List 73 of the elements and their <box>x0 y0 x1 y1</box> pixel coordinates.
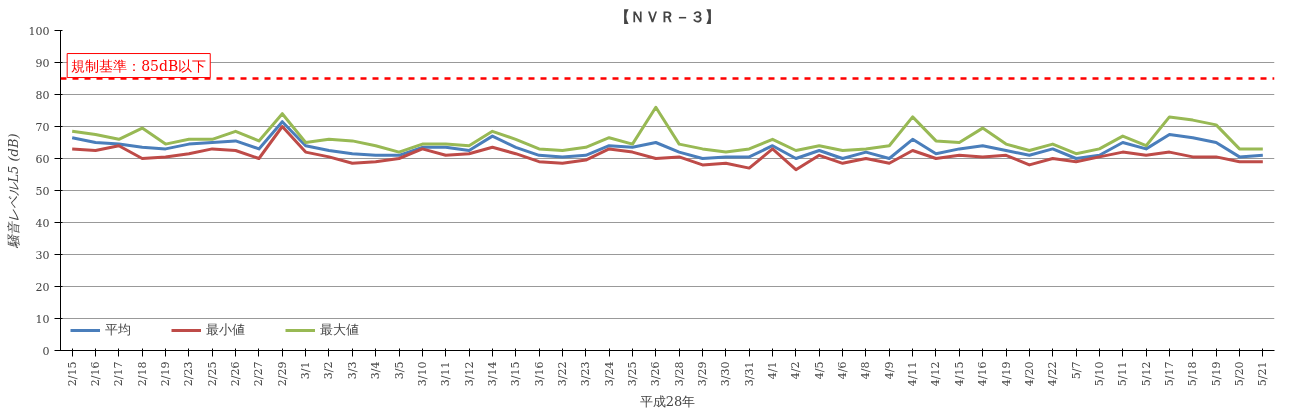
x-tick-label: 5/12 <box>1139 361 1153 387</box>
x-axis-title: 平成28年 <box>639 394 696 410</box>
x-tick-label: 4/11 <box>906 361 920 387</box>
legend-label: 最小値 <box>206 321 245 339</box>
ref-line-label: 規制基準：85dB以下 <box>71 57 207 74</box>
x-tick-label: 4/15 <box>952 361 966 387</box>
x-tick-label: 3/15 <box>509 361 523 387</box>
y-tick-label: 10 <box>35 312 50 326</box>
x-tick-label: 3/2 <box>322 361 336 380</box>
x-tick-label: 2/26 <box>229 361 243 387</box>
y-tick-label: 80 <box>35 88 50 102</box>
line-series <box>70 105 1265 156</box>
x-tick-label: 4/5 <box>812 361 826 380</box>
x-tick-label: 4/12 <box>929 361 943 387</box>
x-tick-label: 3/28 <box>672 361 686 387</box>
x-tick-label: 3/29 <box>696 361 710 387</box>
x-tick-label: 3/11 <box>439 361 453 387</box>
x-tick-label: 3/22 <box>555 361 569 387</box>
x-tick-label: 4/2 <box>789 361 803 380</box>
x-tick-label: 3/26 <box>649 361 663 387</box>
y-tick-label: 100 <box>28 24 50 38</box>
line-series <box>70 125 1265 172</box>
y-tick-label: 90 <box>35 56 50 70</box>
y-tick-label: 30 <box>35 248 50 262</box>
x-tick-label: 3/12 <box>462 361 476 387</box>
y-tick-label: 20 <box>35 280 50 294</box>
x-tick-label: 2/23 <box>182 361 196 387</box>
x-tick-label: 3/23 <box>579 361 593 387</box>
x-tick-label: 4/20 <box>1022 361 1036 387</box>
x-tick-label: 2/16 <box>89 361 103 387</box>
x-tick-label: 3/3 <box>345 361 359 380</box>
x-tick-label: 5/17 <box>1162 361 1176 387</box>
legend-label: 平均 <box>105 321 131 339</box>
x-tick-label: 3/14 <box>485 361 499 387</box>
x-tick-label: 2/18 <box>135 361 149 387</box>
x-tick-label: 5/10 <box>1092 361 1106 387</box>
chart-title: 【ＮＶＲ－３】 <box>615 7 720 26</box>
y-tick-label: 50 <box>35 184 50 198</box>
x-tick-label: 3/25 <box>625 361 639 387</box>
x-tick-label: 5/11 <box>1116 361 1130 387</box>
x-tick-label: 4/22 <box>1046 361 1060 387</box>
x-tick-label: 5/7 <box>1069 361 1083 380</box>
x-tick-label: 3/4 <box>369 361 383 380</box>
x-tick-label: 5/18 <box>1186 361 1200 387</box>
y-tick-label: 40 <box>35 216 50 230</box>
x-tick-label: 4/16 <box>976 361 990 387</box>
x-tick-label: 4/19 <box>999 361 1013 387</box>
x-tick-label: 3/5 <box>392 361 406 380</box>
x-tick-label: 2/29 <box>275 361 289 387</box>
legend-label: 最大値 <box>320 321 359 339</box>
x-tick-label: 3/10 <box>415 361 429 387</box>
x-tick-label: 3/1 <box>299 361 313 380</box>
x-tick-label: 5/21 <box>1256 361 1270 387</box>
x-tick-label: 5/20 <box>1232 361 1246 387</box>
y-tick-label: 60 <box>35 152 50 166</box>
x-tick-label: 2/25 <box>205 361 219 387</box>
x-tick-label: 3/16 <box>532 361 546 387</box>
x-tick-label: 3/31 <box>742 361 756 387</box>
x-tick-label: 4/9 <box>882 361 896 380</box>
x-tick-label: 4/6 <box>836 361 850 380</box>
x-tick-label: 3/30 <box>719 361 733 387</box>
x-tick-label: 2/17 <box>112 361 126 387</box>
x-tick-label: 2/15 <box>65 361 79 387</box>
x-tick-label: 4/1 <box>766 361 780 380</box>
y-tick-label: 70 <box>35 120 50 134</box>
x-tick-label: 3/24 <box>602 361 616 387</box>
y-axis-title: 騒音レベルL5 (dB) <box>5 133 21 249</box>
x-tick-label: 5/19 <box>1209 361 1223 387</box>
x-tick-label: 2/27 <box>252 361 266 387</box>
line-series <box>70 120 1265 160</box>
x-tick-label: 4/8 <box>859 361 873 380</box>
x-tick-label: 2/19 <box>159 361 173 387</box>
y-tick-label: 0 <box>42 344 50 358</box>
